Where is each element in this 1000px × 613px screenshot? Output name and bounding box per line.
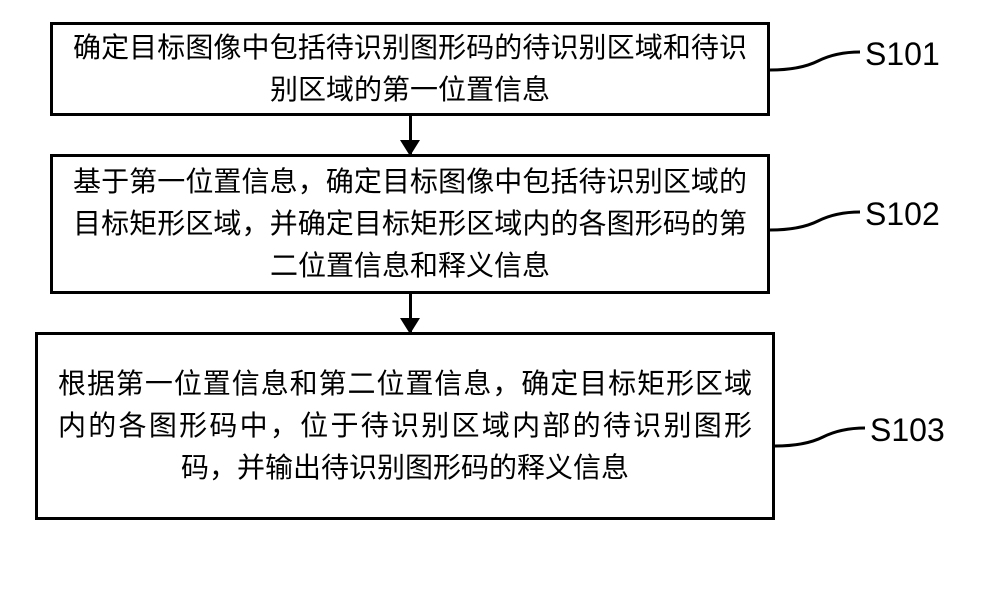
node-text: 基于第一位置信息，确定目标图像中包括待识别区域的目标矩形区域，并确定目标矩形区域…: [73, 161, 747, 287]
connector-s103: S103: [775, 440, 875, 475]
flow-node-s103: 根据第一位置信息和第二位置信息，确定目标矩形区域内的各图形码中，位于待识别区域内…: [35, 332, 775, 520]
connector-curve-icon: [770, 212, 860, 230]
connector-curve-icon: [770, 52, 860, 70]
arrow-1-to-2: [409, 116, 412, 154]
connector-s102: S102: [770, 224, 870, 259]
step-label-s102: S102: [865, 196, 940, 233]
flowchart-container: 确定目标图像中包括待识别图形码的待识别区域和待识别区域的第一位置信息 基于第一位…: [50, 22, 770, 520]
flow-node-s102: 基于第一位置信息，确定目标图像中包括待识别区域的目标矩形区域，并确定目标矩形区域…: [50, 154, 770, 294]
connector-curve-icon: [775, 428, 865, 446]
flow-node-s101: 确定目标图像中包括待识别图形码的待识别区域和待识别区域的第一位置信息: [50, 22, 770, 116]
node-text: 确定目标图像中包括待识别图形码的待识别区域和待识别区域的第一位置信息: [73, 27, 747, 111]
node-text: 根据第一位置信息和第二位置信息，确定目标矩形区域内的各图形码中，位于待识别区域内…: [58, 363, 752, 489]
step-label-s101: S101: [865, 36, 940, 73]
step-label-s103: S103: [870, 412, 945, 449]
connector-s101: S101: [770, 64, 870, 99]
arrow-2-to-3: [409, 294, 412, 332]
